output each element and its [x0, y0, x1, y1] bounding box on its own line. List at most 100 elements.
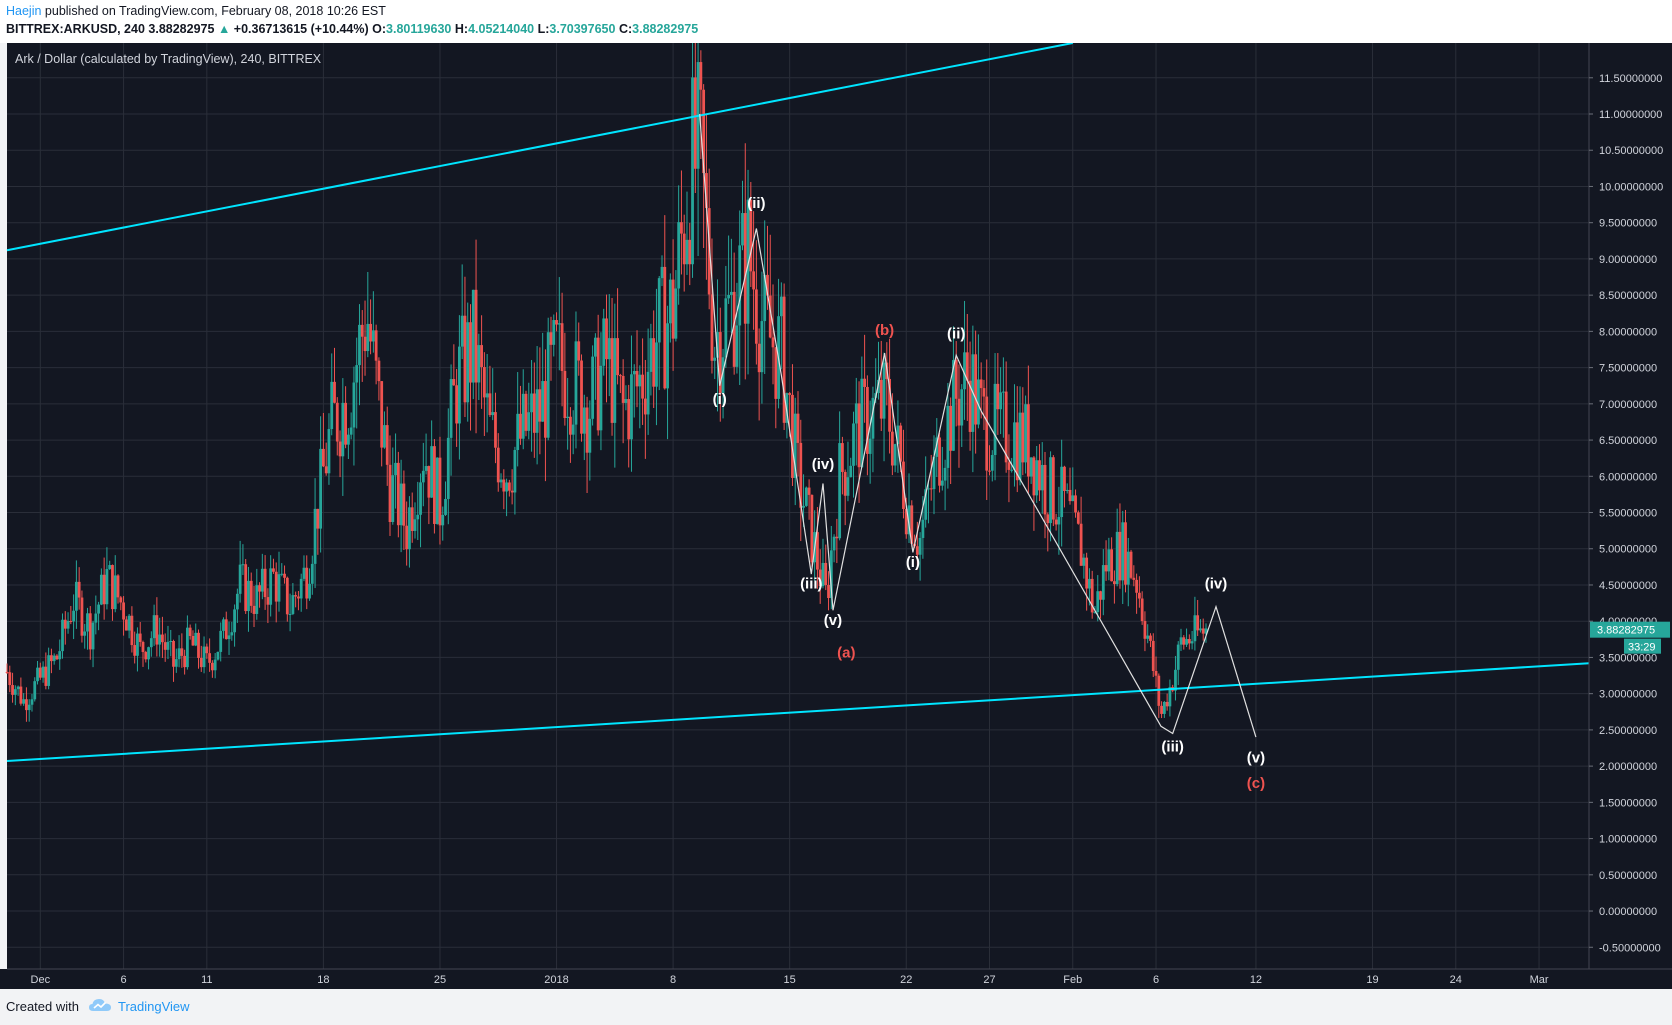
candle-body — [355, 365, 359, 383]
candle-body — [138, 633, 142, 642]
candle-body — [1046, 514, 1050, 524]
candle-body — [180, 648, 184, 656]
candle-body — [652, 338, 656, 387]
candle-body — [80, 597, 84, 636]
price-tick-label: 1.00000000 — [1599, 834, 1657, 846]
candle-body — [580, 360, 583, 434]
candle-body — [566, 416, 570, 419]
candle-body — [763, 274, 767, 322]
candle-body — [463, 315, 467, 403]
time-tick-label: 11 — [201, 974, 212, 986]
candle-body — [213, 659, 217, 671]
price-tick-label: 5.50000000 — [1599, 508, 1657, 520]
time-tick-label: 25 — [434, 974, 446, 986]
candle-body — [1021, 412, 1025, 463]
time-axis[interactable]: Dec 6 11 18 25 2018 8 15 22 27 Feb 6 12 19 24 Mar — [0, 968, 1672, 989]
candle-body — [177, 648, 181, 660]
candle-body — [344, 402, 348, 445]
wave-label: (ii) — [947, 326, 965, 343]
candle-body — [943, 467, 947, 481]
candle-body — [272, 568, 275, 572]
candle-body — [649, 338, 653, 372]
candle-body — [244, 564, 248, 612]
candle-body — [641, 374, 644, 399]
candle-body — [657, 278, 661, 343]
candle-body — [444, 498, 447, 515]
candle-body — [693, 77, 697, 169]
candle-body — [716, 332, 719, 358]
chart-panel[interactable]: (i) (ii) (iii) (iv) (v) (i) (ii) (iii) (iv) (v) (a… — [0, 43, 1672, 989]
candle-body — [335, 402, 339, 442]
candle-body — [86, 613, 89, 632]
candle-body — [1093, 612, 1097, 614]
author-link[interactable]: Haejin — [6, 4, 42, 18]
candle-body — [674, 288, 678, 339]
candle-body — [305, 567, 309, 599]
candle-body — [172, 640, 175, 667]
candle-body — [660, 266, 664, 279]
candle-body — [841, 443, 844, 472]
candle-body — [779, 296, 783, 317]
candle-body — [538, 389, 542, 422]
candle-body — [491, 412, 495, 416]
candle-body — [44, 666, 48, 686]
time-tick-label: 24 — [1450, 974, 1462, 986]
candle-body — [127, 615, 131, 631]
candle-body — [865, 386, 869, 454]
candle-body — [530, 393, 533, 413]
candle-body — [346, 434, 350, 445]
candle-body — [111, 565, 114, 610]
candle-body — [169, 640, 173, 642]
candle-body — [1071, 495, 1075, 502]
candle-body — [11, 685, 14, 695]
candle-body — [788, 393, 792, 395]
candle-body — [871, 397, 875, 439]
candle-body — [1040, 464, 1044, 491]
candle-body — [591, 356, 595, 419]
last-price-tag: 3.88282975 33:29 — [1590, 621, 1670, 654]
candle-body — [932, 456, 936, 490]
candle-body — [680, 222, 683, 234]
price-axis[interactable]: -0.50000000 0.00000000 0.50000000 1.0000000… — [1588, 43, 1672, 989]
candle-body — [480, 345, 483, 368]
time-tick-label: 27 — [983, 974, 995, 986]
candle-body — [832, 536, 836, 551]
candle-body — [974, 354, 978, 425]
candle-body — [1029, 457, 1033, 477]
candle-body — [638, 374, 642, 387]
time-tick-label: 8 — [670, 974, 676, 986]
candle-body — [816, 532, 819, 570]
price-chart[interactable]: (i) (ii) (iii) (iv) (v) (i) (ii) (iii) (iv) (v) (a… — [0, 43, 1672, 989]
candle-body — [1185, 639, 1188, 645]
candle-body — [607, 338, 611, 360]
candle-body — [957, 398, 961, 426]
candle-body — [757, 343, 761, 373]
candle-body — [19, 686, 23, 704]
price-tick-label: 9.00000000 — [1599, 254, 1657, 266]
candle-body — [1140, 598, 1144, 622]
wave-line — [699, 113, 1257, 738]
candle-body — [222, 619, 225, 631]
candle-body — [688, 239, 692, 265]
candle-body — [1204, 628, 1208, 634]
open-label: O: — [372, 22, 387, 36]
candle-body — [410, 507, 414, 531]
candle-body — [993, 383, 997, 456]
low-label: L: — [537, 22, 550, 36]
candle-body — [982, 388, 986, 397]
tradingview-brand-link[interactable]: TradingView — [118, 999, 190, 1014]
wave-label: (v) — [1247, 749, 1265, 766]
candle-body — [735, 325, 739, 367]
candle-body — [954, 360, 958, 399]
candle-body — [1121, 522, 1125, 581]
candle-body — [1057, 517, 1061, 525]
candle-body — [752, 271, 755, 290]
high-label: H: — [454, 22, 469, 36]
candle-body — [219, 630, 223, 652]
candle-body — [1010, 469, 1014, 471]
candle-body — [768, 295, 772, 338]
candle-body — [385, 425, 389, 465]
candle-body — [796, 413, 800, 443]
candle-body — [710, 294, 714, 361]
candle-body — [399, 483, 403, 526]
